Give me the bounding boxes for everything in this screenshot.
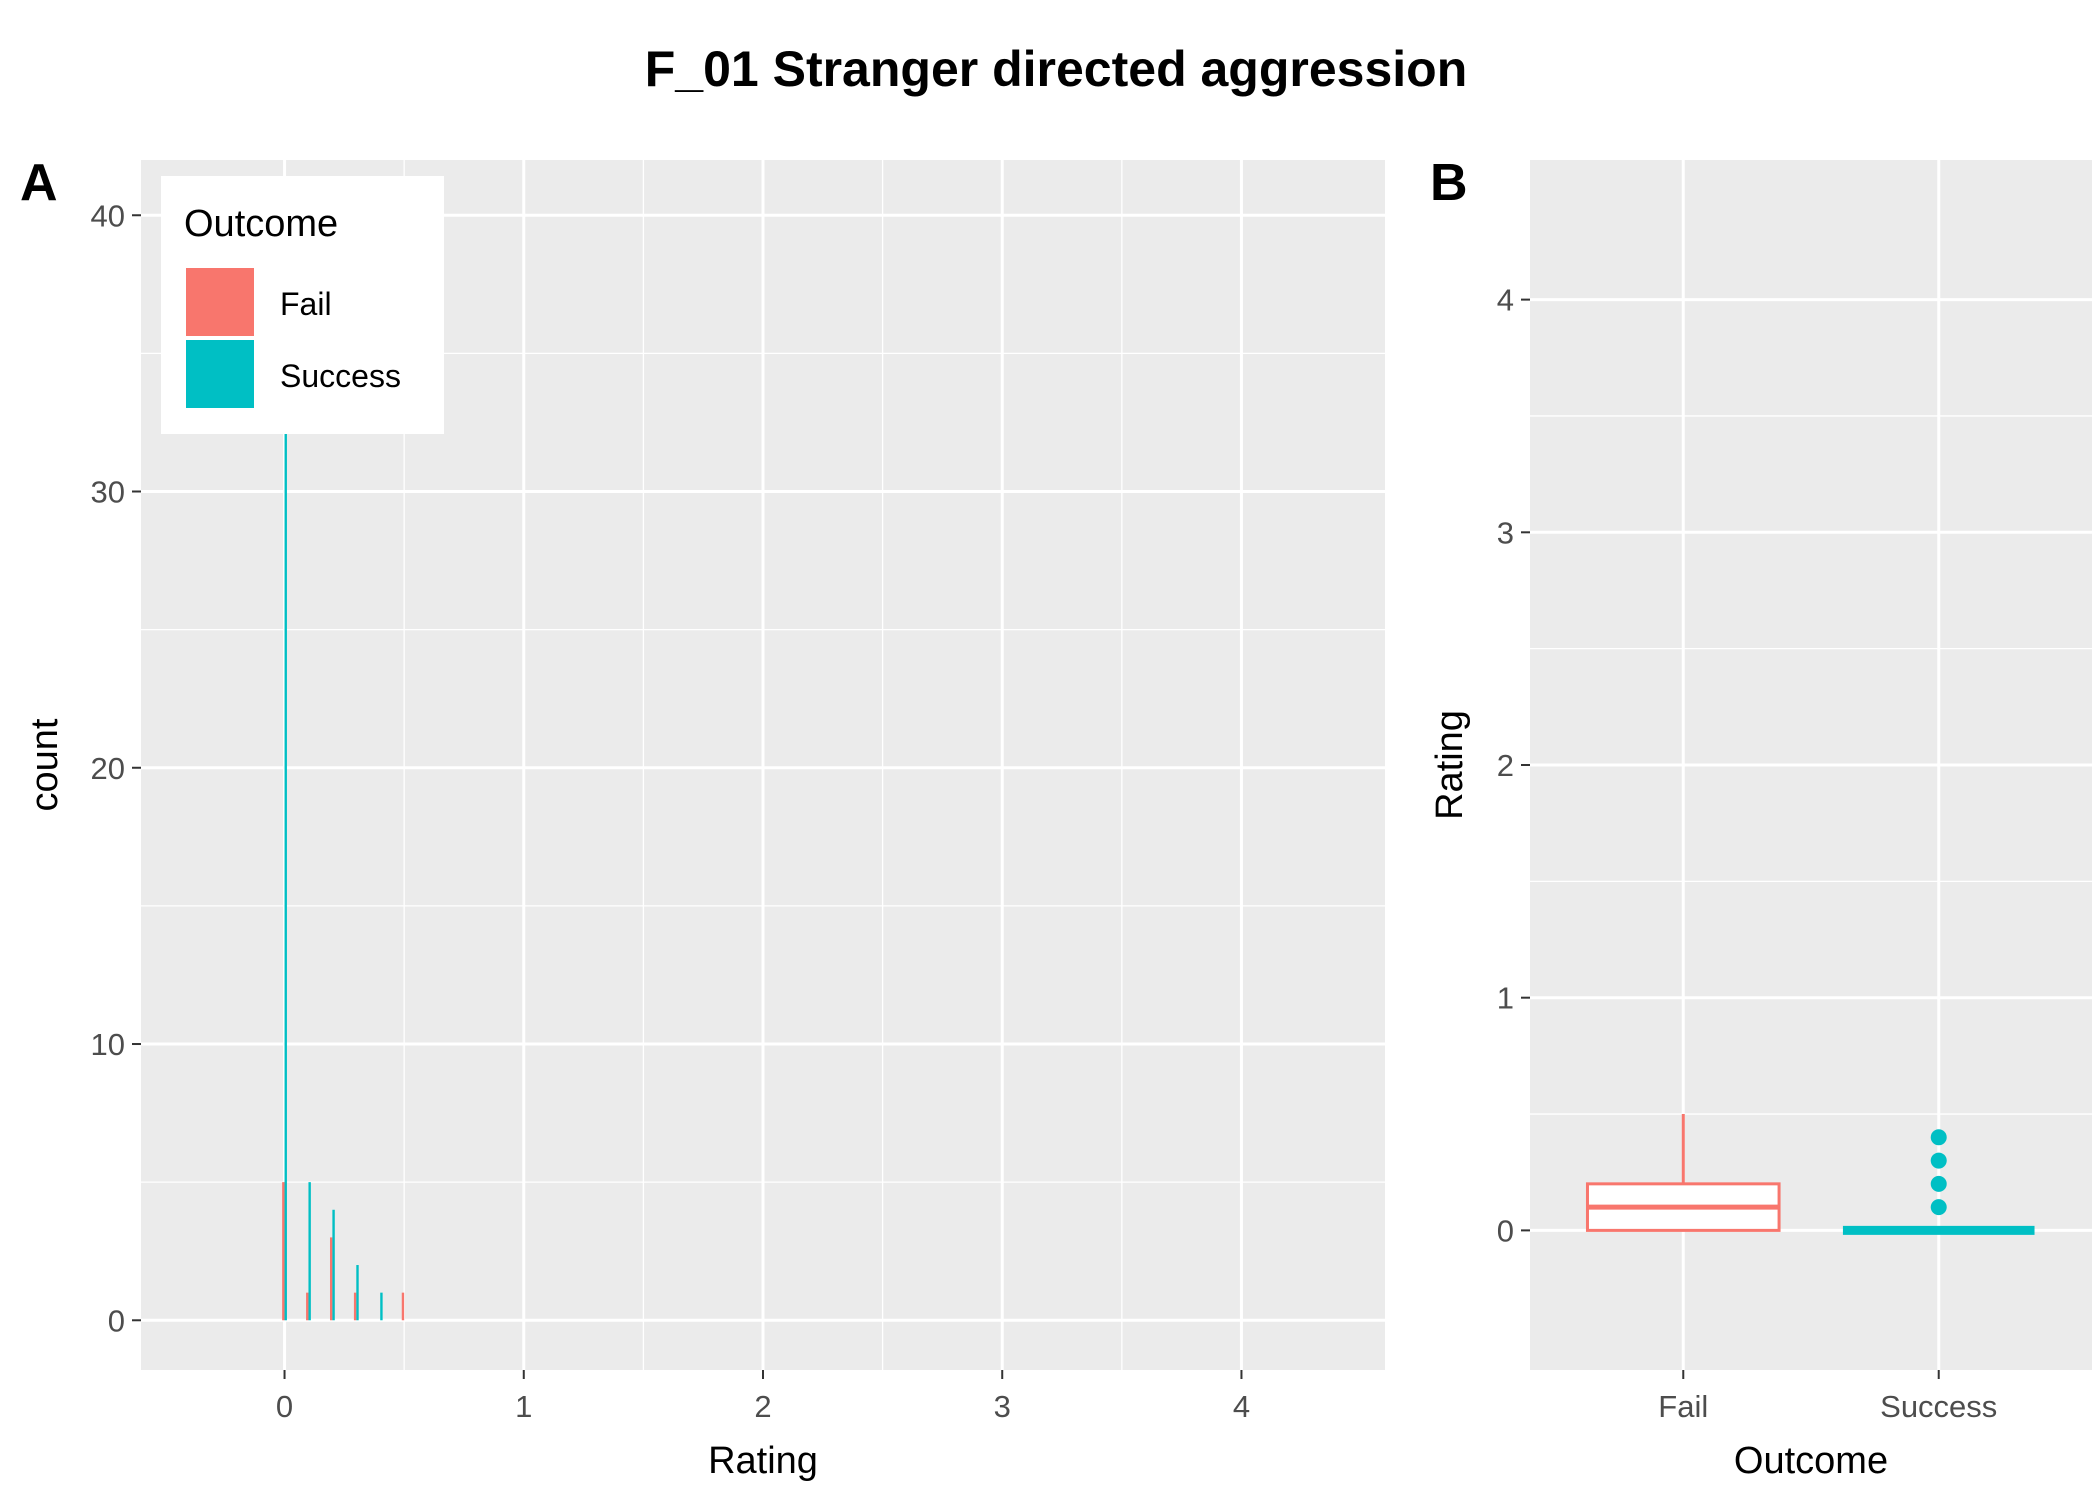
- panel-b-x-axis-title: Outcome: [1734, 1440, 1888, 1482]
- y-tick-label: 2: [1497, 748, 1514, 783]
- y-tick-label: 10: [91, 1027, 125, 1062]
- y-tick-label: 4: [1497, 283, 1514, 318]
- panel-a-bars: [282, 215, 405, 1321]
- panel-a-y-axis-title: count: [24, 718, 66, 811]
- bar-success-0: [284, 215, 287, 1321]
- legend-label-fail: Fail: [280, 286, 332, 322]
- legend-title: Outcome: [184, 203, 338, 245]
- box-success-outlier: [1930, 1175, 1947, 1192]
- bar-fail-0.3: [353, 1292, 357, 1321]
- box-success-outlier: [1930, 1152, 1947, 1169]
- bar-success-0.3: [356, 1265, 359, 1321]
- legend-swatch-fail: [186, 268, 254, 336]
- x-tick-label: 2: [754, 1389, 771, 1424]
- y-tick-label: 0: [108, 1303, 125, 1338]
- panel-a-tag: A: [20, 154, 58, 212]
- x-tick-label: Fail: [1658, 1389, 1708, 1424]
- y-tick-label: 20: [91, 751, 125, 786]
- box-success-outlier: [1930, 1129, 1947, 1146]
- bar-success-0.4: [380, 1292, 383, 1321]
- chart-title: F_01 Stranger directed aggression: [645, 41, 1468, 97]
- x-tick-label: Success: [1880, 1389, 1997, 1424]
- panel-b-boxes: [1585, 1114, 2035, 1235]
- x-tick-label: 4: [1233, 1389, 1250, 1424]
- y-tick-label: 30: [91, 475, 125, 510]
- y-tick-label: 3: [1497, 515, 1514, 550]
- bar-fail-0.2: [329, 1237, 333, 1321]
- x-tick-label: 1: [515, 1389, 532, 1424]
- x-tick-label: 0: [276, 1389, 293, 1424]
- bar-fail-0: [282, 1182, 285, 1321]
- bar-fail-0.5: [401, 1292, 405, 1321]
- legend-label-success: Success: [280, 358, 401, 394]
- panel-b-ticks: Fail Success 0 1 2 3 4: [1497, 283, 1998, 1424]
- legend-swatch-success: [186, 340, 254, 408]
- bar-success-0.1: [308, 1182, 311, 1321]
- panel-b-tag: B: [1430, 154, 1468, 212]
- box-success-outlier: [1930, 1199, 1947, 1216]
- bar-fail-0.1: [306, 1292, 309, 1321]
- y-tick-label: 40: [91, 198, 125, 233]
- panel-a-x-axis-title: Rating: [708, 1440, 818, 1482]
- panel-b-boxplot: B Fail Success 0 1 2 3 4 Outcome Rating: [1429, 154, 2092, 1482]
- y-tick-label: 1: [1497, 981, 1514, 1016]
- panel-b-y-axis-title: Rating: [1429, 710, 1471, 820]
- y-tick-label: 0: [1497, 1213, 1514, 1248]
- legend: Outcome Fail Success: [161, 176, 444, 434]
- bar-success-0.2: [332, 1209, 335, 1321]
- x-tick-label: 3: [994, 1389, 1011, 1424]
